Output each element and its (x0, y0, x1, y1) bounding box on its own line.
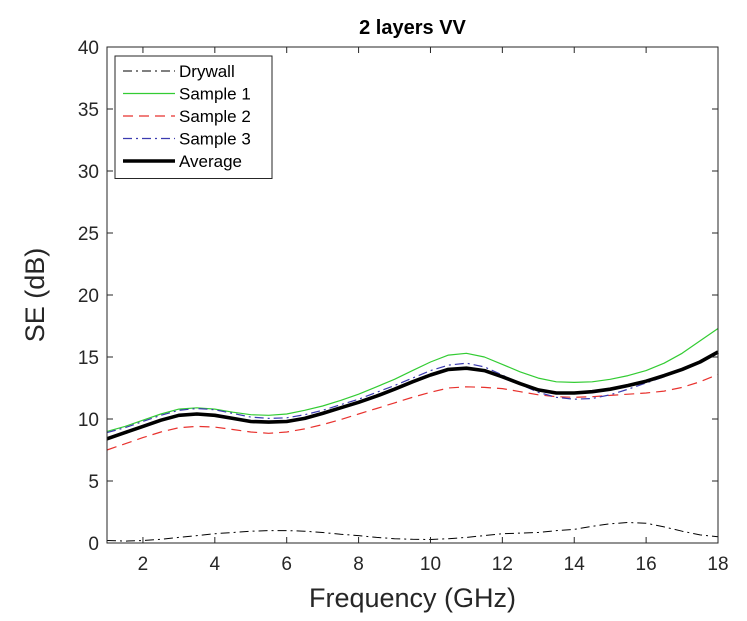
legend-label-2: Sample 1 (179, 85, 251, 104)
legend: Drywall Sample 1 Sample 2 Sample 3 Average (114, 55, 273, 179)
series-layer (106, 328, 719, 542)
x-tick-label: 2 (138, 554, 149, 575)
axes-layer: 2 4 6 8 10 12 14 16 18 0 5 10 15 20 25 30 35 40 (78, 38, 729, 575)
y-tick-label: 10 (78, 410, 99, 431)
series-line-5 (106, 350, 719, 441)
x-tick-label: 8 (353, 554, 364, 575)
y-axis-title: SE (dB) (20, 248, 50, 343)
x-tick-label: 14 (564, 554, 586, 575)
legend-label-5: Average (179, 152, 242, 171)
x-axis-title: Frequency (GHz) (309, 583, 516, 613)
legend-label-3: Sample 2 (179, 107, 251, 126)
y-tick-label: 0 (88, 534, 99, 555)
x-tick-label: 12 (492, 554, 513, 575)
y-tick-label: 20 (78, 286, 99, 307)
y-tick-label: 25 (78, 224, 99, 245)
y-tick-label: 35 (78, 100, 99, 121)
y-tick-label: 30 (78, 162, 99, 183)
legend-label-4: Sample 3 (179, 130, 251, 149)
y-tick-label: 40 (78, 38, 99, 59)
series-line-2 (106, 328, 719, 432)
x-tick-label: 6 (281, 554, 292, 575)
x-tick-label: 10 (420, 554, 441, 575)
series-line-3 (106, 373, 719, 451)
x-tick-label: 16 (636, 554, 657, 575)
y-tick-label: 5 (88, 472, 99, 493)
legend-box (114, 55, 273, 179)
y-tick-label: 15 (78, 348, 99, 369)
legend-label-1: Drywall (179, 62, 235, 81)
x-tick-label: 4 (210, 554, 221, 575)
series-line-1 (106, 522, 719, 542)
chart-title: 2 layers VV (359, 17, 466, 39)
x-tick-label: 18 (707, 554, 728, 575)
